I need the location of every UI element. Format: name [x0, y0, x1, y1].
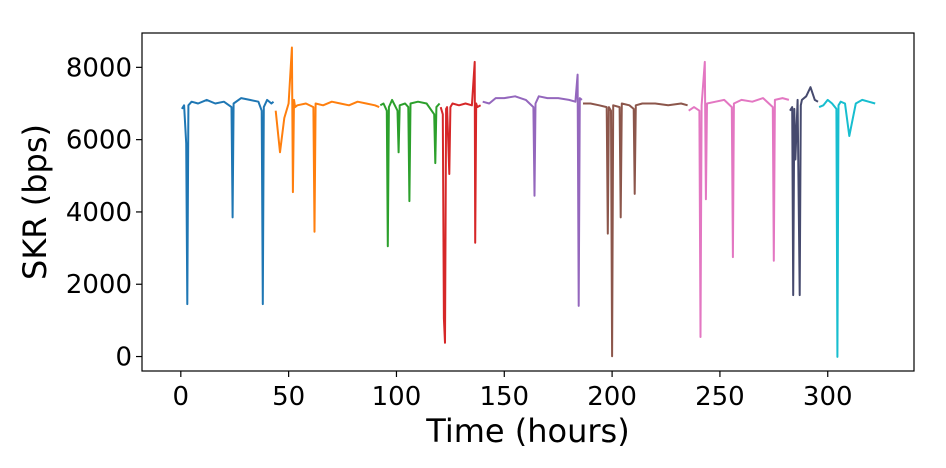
series-line-6 — [583, 102, 688, 358]
x-tick-label: 200 — [587, 382, 637, 412]
y-axis-label: SKR (bps) — [16, 124, 54, 280]
x-tick-label: 50 — [272, 382, 305, 412]
x-tick-label: 300 — [803, 382, 853, 412]
x-tick-label: 100 — [372, 382, 422, 412]
series-line-7 — [688, 60, 790, 338]
y-tick-label: 0 — [115, 343, 132, 373]
y-tick-label: 2000 — [66, 270, 132, 300]
series-line-4 — [439, 60, 482, 344]
x-tick-label: 150 — [479, 382, 529, 412]
series-layer — [181, 46, 876, 358]
y-tick-label: 8000 — [66, 53, 132, 83]
x-axis-label: Time (hours) — [425, 412, 629, 450]
series-line-3 — [379, 98, 441, 248]
y-tick-label: 6000 — [66, 126, 132, 156]
plot-frame — [141, 32, 915, 372]
series-line-8 — [789, 86, 819, 297]
series-line-1 — [181, 97, 275, 306]
x-tick-label: 0 — [173, 382, 190, 412]
series-line-5 — [482, 73, 583, 307]
y-tick-label: 4000 — [66, 198, 132, 228]
series-line-2 — [274, 46, 380, 233]
x-tick-label: 250 — [695, 382, 745, 412]
series-line-9 — [818, 98, 876, 358]
x-axis-ticks: 0 50 100 150 200 250 300 — [173, 371, 853, 412]
y-axis-ticks: 0 2000 4000 6000 8000 — [66, 53, 142, 373]
